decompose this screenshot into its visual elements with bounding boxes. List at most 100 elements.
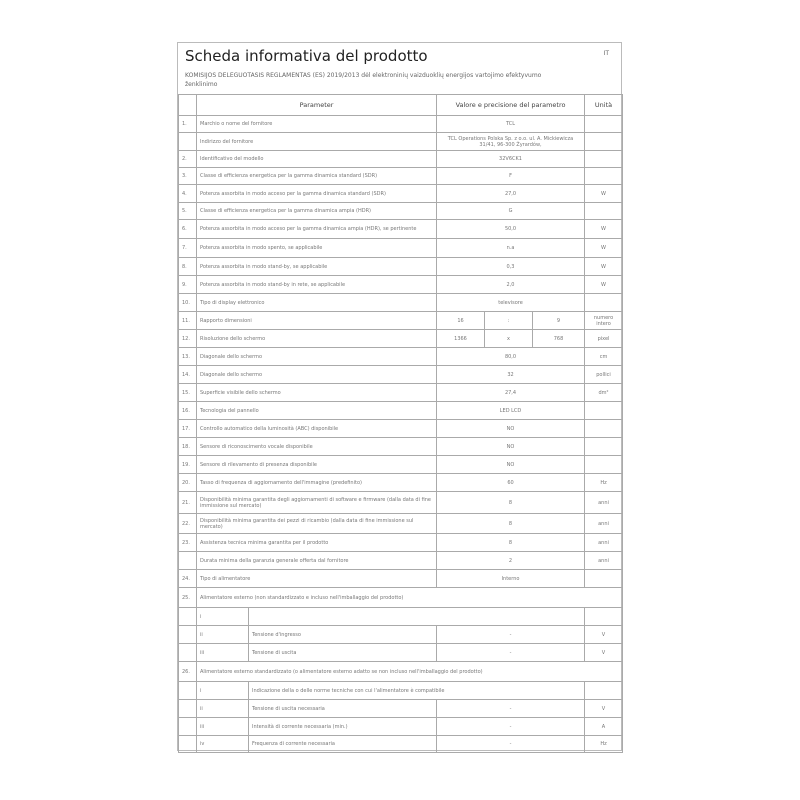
row-number <box>178 699 197 718</box>
row-number: 12. <box>178 329 197 348</box>
unit-cell: W <box>584 219 624 239</box>
page-title: Scheda informativa del prodotto <box>185 47 428 65</box>
row-number: 13. <box>178 347 197 366</box>
row-number: 18. <box>178 437 197 456</box>
header-value: Valore e precisione del parametro <box>436 94 586 116</box>
table-row: 23. Assistenza tecnica minima garantita p… <box>178 533 624 552</box>
table-row: 14. Diagonale dello schermo 32 pollici <box>178 365 624 384</box>
parameter-label: Potenza assorbita in modo stand-by, se a… <box>195 257 438 276</box>
unit-cell <box>584 419 624 438</box>
parameter-label: Disponibilità minima garantita dei pezzi… <box>195 513 438 534</box>
row-number: 6. <box>178 219 197 239</box>
value-cell: 60 <box>436 473 586 492</box>
table-row: 10. Tipo di display elettronico televisore <box>178 293 624 312</box>
row-number: 2. <box>178 150 197 168</box>
parameter-label: Potenza assorbita in modo stand-by in re… <box>195 275 438 294</box>
parameter-label: Intensità di corrente necessaria (min.) <box>247 717 438 736</box>
table-row: 8. Potenza assorbita in modo stand-by, se… <box>178 257 624 276</box>
parameter-label: Durata minima della garanzia generale of… <box>195 551 438 570</box>
parameter-label: Risoluzione dello schermo <box>195 329 438 348</box>
parameter-label: Assistenza tecnica minima garantita per … <box>195 533 438 552</box>
parameter-label: Diagonale dello schermo <box>195 347 438 366</box>
row-number: 17. <box>178 419 197 438</box>
value-part: 768 <box>532 329 586 348</box>
row-number: 23. <box>178 533 197 552</box>
value-cell: 50,0 <box>436 219 586 239</box>
value-cell: 8 <box>436 533 586 552</box>
parameter-label: Potenza assorbita in modo acceso per la … <box>195 184 438 203</box>
regulation-subtitle: KOMISIJOS DELEGUOTASIS REGLAMENTAS (ES) … <box>185 72 542 88</box>
table-row: Indirizzo del fornitore TCL Operations Po… <box>178 132 624 151</box>
unit-cell: pollici <box>584 365 624 384</box>
parameter-label: Sensore di rilevamento di presenza dispo… <box>195 455 438 474</box>
row-number: 15. <box>178 383 197 402</box>
value-cell: 0,3 <box>436 257 586 276</box>
unit-cell: dm² <box>584 383 624 402</box>
product-information-sheet: Scheda informativa del prodotto IT KOMIS… <box>177 42 624 753</box>
value-cell: 2 <box>436 551 586 570</box>
unit-cell: cm <box>584 347 624 366</box>
parameter-label: Tensione d'ingresso <box>247 625 438 644</box>
parameter-table: Parameter Valore e precisione del parame… <box>178 94 624 753</box>
unit-cell: W <box>584 275 624 294</box>
value-cell: 80,0 <box>436 347 586 366</box>
language-code: IT <box>603 50 609 57</box>
table-row: i <box>178 607 624 626</box>
table-row: 18. Sensore di riconoscimento vocale disp… <box>178 437 624 456</box>
row-number: 7. <box>178 238 197 258</box>
parameter-label <box>247 607 586 626</box>
row-number <box>178 607 197 626</box>
value-cell: - <box>436 717 586 736</box>
table-row: iv Frequenza di corrente necessaria - Hz <box>178 735 624 753</box>
table-row: 25. Alimentatore esterno (non standardizz… <box>178 587 624 608</box>
table-row: 9. Potenza assorbita in modo stand-by in … <box>178 275 624 294</box>
unit-cell <box>584 293 624 312</box>
value-cell: - <box>436 735 586 753</box>
parameter-label: Tasso di frequenza di aggiornamento dell… <box>195 473 438 492</box>
row-number: 3. <box>178 167 197 185</box>
unit-cell: V <box>584 643 624 662</box>
parameter-label: Tensione di uscita <box>247 643 438 662</box>
header-parameter: Parameter <box>195 94 438 116</box>
sub-item-number: iii <box>196 643 249 662</box>
table-row: ii Tensione d'ingresso - V <box>178 625 624 644</box>
table-row: iii Tensione di uscita - V <box>178 643 624 662</box>
row-number: 9. <box>178 275 197 294</box>
header-number <box>178 94 197 116</box>
parameter-label: Classe di efficienza energetica per la g… <box>195 167 438 185</box>
parameter-label: Potenza assorbita in modo acceso per la … <box>195 219 438 239</box>
unit-cell: W <box>584 257 624 276</box>
unit-cell <box>584 455 624 474</box>
sub-item-number: iii <box>196 717 249 736</box>
parameter-label: Marchio o nome del fornitore <box>195 115 438 133</box>
value-cell: TCL Operations Polska Sp. z o.o. ul. A. … <box>436 132 586 151</box>
value-cell: 32 <box>436 365 586 384</box>
unit-cell: pixel <box>584 329 624 348</box>
value-part: : <box>484 311 534 330</box>
sub-item-number: ii <box>196 699 249 718</box>
row-number <box>178 625 197 644</box>
value-cell: 8 <box>436 513 586 534</box>
sub-item-number: ii <box>196 625 249 644</box>
row-number <box>178 735 197 753</box>
parameter-label: Tecnologia del pannello <box>195 401 438 420</box>
row-number: 1. <box>178 115 197 133</box>
parameter-label: Frequenza di corrente necessaria <box>247 735 438 753</box>
parameter-label: Superficie visibile dello schermo <box>195 383 438 402</box>
table-row: 2. Identificativo del modello 32V6CK1 <box>178 150 624 168</box>
unit-cell: numero intero <box>584 311 624 330</box>
value-cell: NO <box>436 437 586 456</box>
parameter-label: Tipo di display elettronico <box>195 293 438 312</box>
table-row: 16. Tecnologia del pannello LED LCD <box>178 401 624 420</box>
value-part: 16 <box>436 311 486 330</box>
value-cell: LED LCD <box>436 401 586 420</box>
parameter-label: Classe di efficienza energetica per la g… <box>195 202 438 220</box>
value-cell: 27,4 <box>436 383 586 402</box>
row-number: 21. <box>178 491 197 514</box>
header-unit: Unità <box>584 94 624 116</box>
value-cell: n.a <box>436 238 586 258</box>
row-number: 19. <box>178 455 197 474</box>
value-cell: NO <box>436 419 586 438</box>
table-row: Durata minima della garanzia generale of… <box>178 551 624 570</box>
parameter-label: Identificativo del modello <box>195 150 438 168</box>
